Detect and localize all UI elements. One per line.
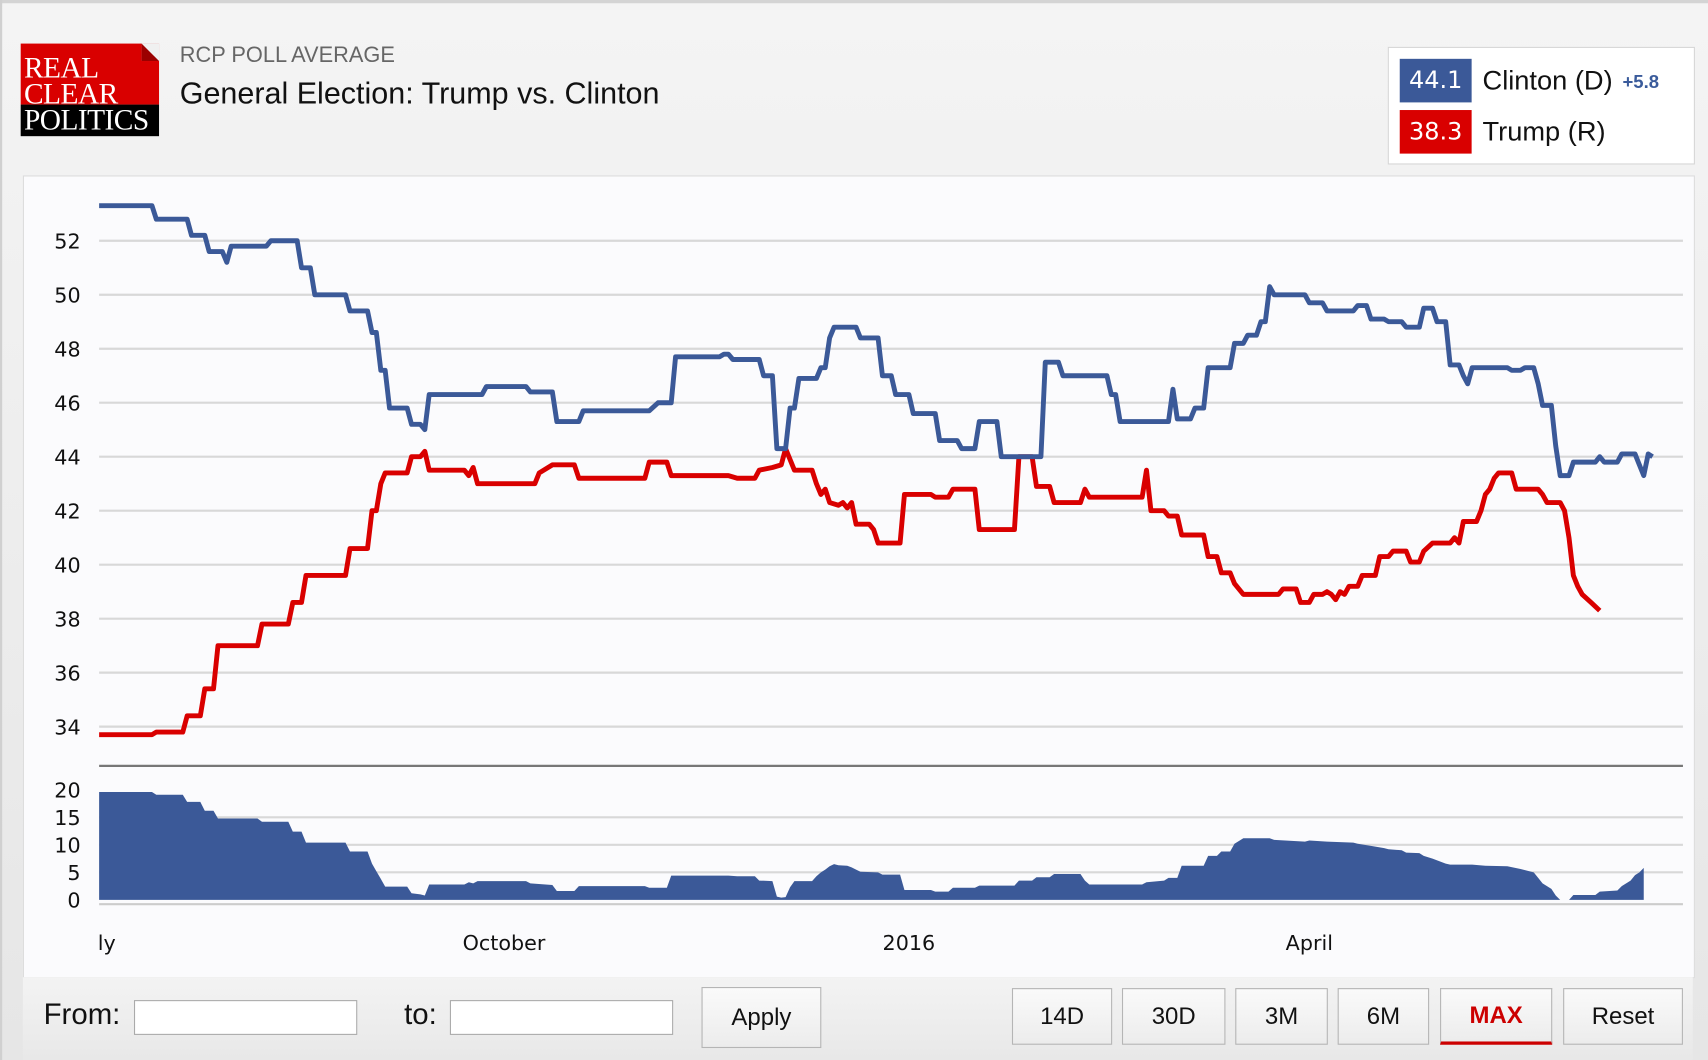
range-button-30d[interactable]: 30D xyxy=(1121,988,1226,1045)
range-button-3m[interactable]: 3M xyxy=(1235,988,1328,1045)
y-tick-label: 42 xyxy=(54,499,80,523)
range-button-6m[interactable]: 6M xyxy=(1337,988,1430,1045)
range-button-max[interactable]: MAX xyxy=(1440,988,1553,1045)
logo-line-2: CLEAR xyxy=(23,77,118,111)
clinton-value-badge: 44.1 xyxy=(1399,58,1472,103)
main-gridlines xyxy=(99,239,1683,728)
reset-button[interactable]: Reset xyxy=(1563,988,1683,1045)
spread-y-tick-label: 15 xyxy=(54,806,80,830)
y-tick-label: 36 xyxy=(54,661,80,685)
logo-line-1: REAL xyxy=(23,51,99,84)
rcp-logo[interactable]: REAL CLEAR POLITICS xyxy=(20,43,160,137)
clinton-line xyxy=(99,203,1654,479)
chart-title: General Election: Trump vs. Clinton xyxy=(179,76,660,111)
from-date-input[interactable] xyxy=(133,1000,358,1035)
to-date-input[interactable] xyxy=(449,1000,674,1035)
x-tick-label: 2016 xyxy=(883,931,936,955)
y-tick-label: 48 xyxy=(54,337,80,361)
spread-area xyxy=(99,792,1644,900)
x-axis-ticks: ly October 2016 April xyxy=(98,931,1333,955)
spread-y-tick-label: 10 xyxy=(54,833,80,857)
x-tick-label: April xyxy=(1286,931,1333,955)
spread-value: +5.8 xyxy=(1622,71,1660,93)
logo-page-fold xyxy=(141,43,160,62)
legend: 44.1 Clinton (D) +5.8 38.3 Trump (R) xyxy=(1387,46,1695,165)
main-y-ticks: 34 36 38 40 42 44 46 48 50 52 xyxy=(54,229,80,739)
logo-red-block xyxy=(20,43,160,105)
x-tick-label: October xyxy=(463,931,546,955)
logo-black-block xyxy=(20,104,160,137)
x-tick-label: ly xyxy=(98,931,116,955)
y-tick-label: 38 xyxy=(54,607,80,631)
y-tick-label: 40 xyxy=(54,553,80,577)
legend-item-trump[interactable]: 38.3 Trump (R) xyxy=(1399,110,1606,154)
trump-line xyxy=(99,446,1602,738)
clinton-label: Clinton (D) xyxy=(1482,64,1613,96)
top-border xyxy=(0,0,1708,4)
trump-value-badge: 38.3 xyxy=(1399,110,1472,154)
from-label: From: xyxy=(43,997,121,1031)
spread-y-tick-label: 5 xyxy=(67,861,80,885)
apply-button[interactable]: Apply xyxy=(701,987,822,1049)
spread-y-tick-label: 0 xyxy=(67,888,80,912)
legend-item-clinton[interactable]: 44.1 Clinton (D) +5.8 xyxy=(1399,58,1660,103)
logo-line-3: POLITICS xyxy=(23,103,149,137)
left-border xyxy=(0,0,3,1060)
y-tick-label: 52 xyxy=(54,229,80,253)
chart-subtitle: RCP POLL AVERAGE xyxy=(179,43,395,68)
to-label: to: xyxy=(404,997,437,1031)
y-tick-label: 46 xyxy=(54,391,80,415)
y-tick-label: 50 xyxy=(54,283,80,307)
range-button-14d[interactable]: 14D xyxy=(1011,988,1113,1045)
spread-y-tick-label: 20 xyxy=(54,778,80,802)
y-tick-label: 34 xyxy=(54,715,80,739)
trump-label: Trump (R) xyxy=(1482,116,1606,147)
y-tick-label: 44 xyxy=(54,445,80,469)
spread-y-ticks: 0 5 10 15 20 xyxy=(54,778,80,912)
